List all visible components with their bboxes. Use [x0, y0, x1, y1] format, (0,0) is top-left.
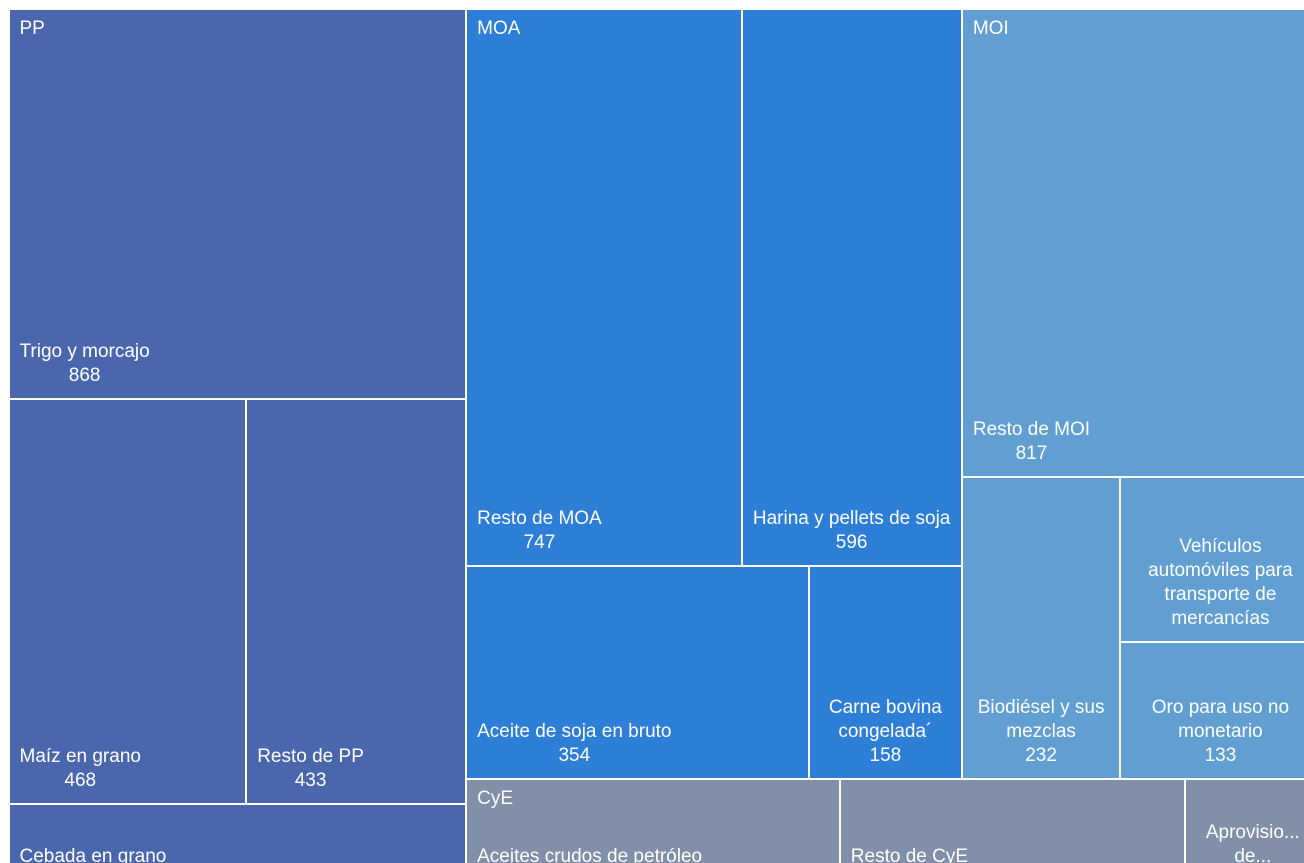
- group-label: CyE: [477, 787, 514, 809]
- treemap-tile: Maíz en grano 468: [8, 398, 247, 805]
- tile-value: 158: [869, 744, 902, 766]
- treemap-tile: Aceite de soja en bruto 354: [466, 566, 809, 779]
- tile-text: Aceite de soja en bruto 354: [477, 720, 671, 768]
- tile-label: Maíz en grano: [19, 746, 141, 768]
- tile-label: Harina y pellets de soja: [752, 508, 951, 530]
- treemap-tile: Carne bovina congelada´ 158: [808, 566, 962, 779]
- tile-label: Resto de MOA: [477, 508, 602, 530]
- tile-text: Biodiésel y sus mezclas 232: [973, 696, 1109, 768]
- tile-label: Trigo y morcajo: [19, 340, 150, 362]
- tile-value: 133: [1204, 744, 1237, 766]
- tile-text: Harina y pellets de soja 596: [753, 507, 951, 555]
- tile-label: Vehículos automóviles para transporte de…: [1148, 535, 1293, 629]
- treemap-tile: Resto de CyE171: [839, 778, 1186, 863]
- treemap-tile: Resto de MOA 747: [466, 8, 742, 567]
- tile-value: 468: [64, 770, 97, 792]
- treemap-tile: Resto de MOI 817: [961, 8, 1304, 478]
- group-label: MOA: [477, 17, 521, 39]
- tile-label: Aceites crudos de petróleo: [477, 846, 703, 863]
- treemap-tile: Aprovisio... de...67: [1185, 778, 1304, 863]
- tile-label: Aprovisio... de...: [1205, 822, 1300, 863]
- tile-text: Cebada en grano170: [20, 845, 167, 863]
- tile-label: Resto de CyE: [850, 846, 969, 863]
- group-label: MOI: [972, 17, 1009, 39]
- treemap-tile: Oro para uso no monetario 133: [1120, 641, 1304, 779]
- tile-text: Resto de MOI 817: [973, 418, 1090, 466]
- tile-value: 232: [1025, 744, 1057, 766]
- tile-value: 817: [1015, 443, 1048, 465]
- tile-label: Carne bovina congelada´: [828, 696, 942, 742]
- tile-text: Trigo y morcajo 868: [20, 340, 150, 388]
- tile-value: 596: [835, 532, 868, 554]
- treemap-tile: Biodiésel y sus mezclas 232: [961, 477, 1121, 779]
- tile-text: Maíz en grano 468: [20, 745, 141, 793]
- tile-text: Oro para uso no monetario 133: [1131, 696, 1304, 768]
- treemap-tile: Harina y pellets de soja 596: [741, 8, 962, 567]
- group-label: PP: [19, 17, 45, 39]
- tile-text: Resto de PP 433: [257, 745, 364, 793]
- tile-label: Aceite de soja en bruto: [477, 720, 672, 742]
- treemap-tile: Vehículos automóviles para transporte de…: [1120, 477, 1304, 642]
- tile-label: Resto de PP: [257, 746, 364, 768]
- treemap-tile: Trigo y morcajo 868: [8, 8, 467, 399]
- tile-value: 354: [558, 744, 591, 766]
- treemap-tile: Aceites crudos de petróleo185: [466, 778, 840, 863]
- tile-label: Oro para uso no monetario: [1151, 696, 1290, 742]
- tile-label: Cebada en grano: [19, 846, 167, 863]
- tile-label: Resto de MOI: [972, 419, 1091, 441]
- treemap-tile: Resto de PP 433: [246, 398, 467, 805]
- tile-text: Aprovisio... de...67: [1196, 821, 1304, 863]
- tile-value: 433: [294, 770, 327, 792]
- tile-value: 868: [68, 364, 101, 386]
- tile-text: Carne bovina congelada´ 158: [820, 696, 951, 768]
- tile-text: Vehículos automóviles para transporte de…: [1131, 535, 1304, 631]
- tile-label: Biodiésel y sus mezclas: [977, 696, 1105, 742]
- treemap-tile: Cebada en grano170: [8, 804, 467, 863]
- tile-text: Aceites crudos de petróleo185: [477, 845, 702, 863]
- tile-text: Resto de CyE171: [851, 845, 968, 863]
- tile-value: 747: [523, 532, 556, 554]
- tile-text: Resto de MOA 747: [477, 507, 602, 555]
